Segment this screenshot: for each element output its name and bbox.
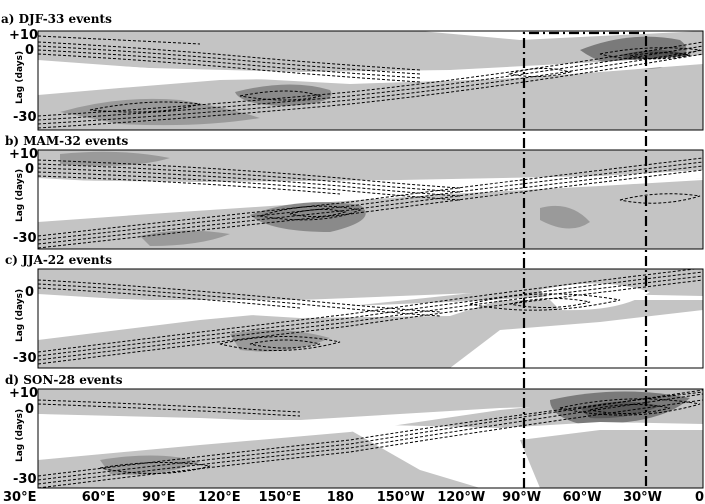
x-tick-label: 180 [327,490,354,504]
panel-d-ytick-bottom: -30 [13,472,37,487]
panel-d-ytick-top: +10 [9,386,38,401]
panel-a: a) DJF-33 events +10 0 -30 Lag (days) [1,12,704,131]
x-tick-label: 120°W [437,490,485,504]
x-tick-label: 150°E [259,490,302,504]
panel-c-ylabel: Lag (days) [15,289,25,342]
panel-b-ytick-bottom: -30 [13,231,37,246]
panel-d-frame [37,388,704,489]
panel-c-ytick-bottom: -30 [13,351,37,366]
panel-b-frame [37,149,704,250]
x-tick-label: 0 [695,490,704,504]
panel-b-title: b) MAM-32 events [5,134,128,148]
x-tick-label: 150°W [377,490,425,504]
panel-d-title: d) SON-28 events [5,373,123,387]
panel-c-ytick-zero: 0 [25,285,34,300]
panel-d-ylabel: Lag (days) [15,409,25,462]
panel-c-field [38,269,703,368]
panel-a-ytick-bottom: -30 [13,110,37,125]
x-tick-label: 60°E [82,490,115,504]
panel-d: d) SON-28 events +10 0 -30 Lag (days) [5,373,704,489]
x-tick-label: 30°E [3,490,36,504]
highlight-box [522,31,648,488]
x-tick-label: 90°E [142,490,175,504]
panel-a-ytick-zero: 0 [25,43,34,58]
panel-b-ytick-top: +10 [9,147,38,162]
panel-a-frame [37,30,704,131]
panel-d-field [38,389,703,488]
panel-a-field [38,31,703,130]
x-axis: 30°E 60°E 90°E 120°E 150°E 180 150°W 120°W 90°W 6… [3,490,704,504]
panel-a-ylabel: Lag (days) [15,51,25,104]
panel-c-frame [37,268,704,369]
x-tick-label: 90°W [502,490,541,504]
x-tick-label: 120°E [198,490,241,504]
panel-c: c) JJA-22 events 0 -30 Lag (days) [5,253,704,369]
panel-d-ytick-zero: 0 [25,402,34,417]
x-tick-label: 30°W [623,490,662,504]
panel-b-ylabel: Lag (days) [15,169,25,222]
panel-a-ytick-top: +10 [9,28,38,43]
x-tick-label: 60°W [563,490,602,504]
panel-b: b) MAM-32 events +10 0 -30 Lag (days) [5,134,704,250]
panel-b-field [38,150,703,249]
panel-a-title: a) DJF-33 events [1,12,112,26]
panel-c-title: c) JJA-22 events [5,253,112,267]
panel-b-ytick-zero: 0 [25,162,34,177]
